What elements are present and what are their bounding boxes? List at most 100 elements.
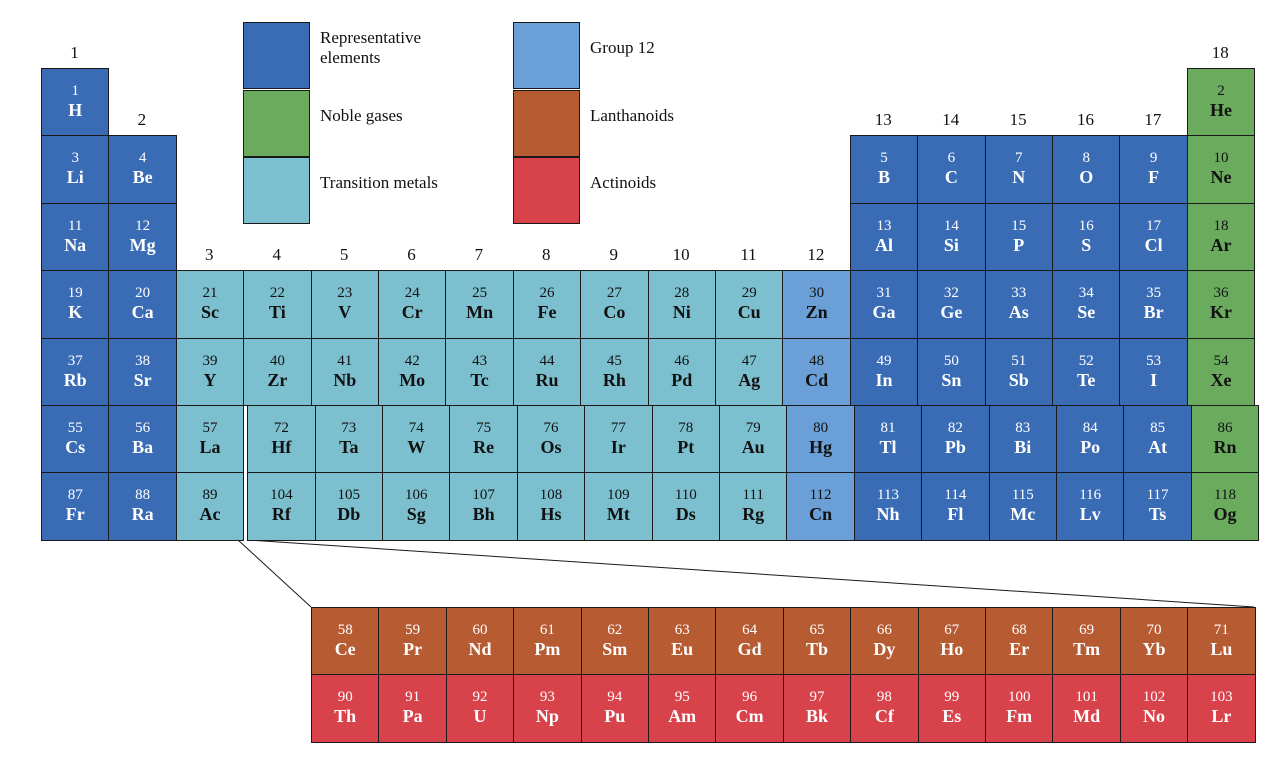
element-cell: 39 Y xyxy=(175,337,245,406)
element-cell: 58 Ce xyxy=(311,607,380,676)
atomic-number: 15 xyxy=(1011,217,1027,234)
atomic-number: 18 xyxy=(1213,217,1229,234)
legend-swatch xyxy=(513,157,580,224)
atomic-number: 57 xyxy=(202,420,218,436)
group-label: 11 xyxy=(740,245,757,265)
element-cell: 34 Se xyxy=(1052,270,1121,339)
element-cell: 117 Ts xyxy=(1123,472,1192,541)
element-cell: 68 Er xyxy=(985,607,1054,676)
atomic-number: 62 xyxy=(607,622,623,638)
atomic-number: 36 xyxy=(1213,285,1229,302)
group-label: 5 xyxy=(339,245,349,265)
element-symbol: Hs xyxy=(540,504,562,525)
element-cell: 111 Rg xyxy=(719,472,788,541)
legend-swatch xyxy=(243,22,310,89)
element-cell: 44 Ru xyxy=(512,337,582,406)
atomic-number: 31 xyxy=(876,285,892,302)
atomic-number: 38 xyxy=(135,352,151,369)
element-symbol: Cs xyxy=(65,437,86,457)
element-cell: 41 Nb xyxy=(310,337,379,406)
element-cell: 4 Be xyxy=(108,135,177,204)
element-symbol: Kr xyxy=(1209,302,1232,323)
element-cell: 98 Cf xyxy=(850,674,919,743)
atomic-number: 47 xyxy=(741,352,757,369)
element-cell: 88 Ra xyxy=(108,472,177,541)
legend-label: Actinoids xyxy=(590,173,657,192)
element-cell: 96 Cm xyxy=(715,674,784,743)
group-label: 16 xyxy=(1077,110,1094,130)
element-cell: 72 Hf xyxy=(247,405,316,474)
element-cell: 3 Li xyxy=(41,135,110,204)
element-symbol: W xyxy=(407,437,426,457)
element-cell: 29 Cu xyxy=(715,270,784,339)
element-cell: 38 Sr xyxy=(108,337,177,406)
element-cell: 92 U xyxy=(445,674,515,743)
atomic-number: 72 xyxy=(273,420,289,436)
element-symbol: Fe xyxy=(537,302,557,323)
element-symbol: U xyxy=(473,706,487,727)
element-cell: 2 He xyxy=(1186,68,1256,137)
atomic-number: 86 xyxy=(1217,420,1233,436)
atomic-number: 91 xyxy=(405,689,421,706)
element-symbol: Np xyxy=(535,706,559,727)
element-cell: 36 Kr xyxy=(1186,270,1256,339)
element-symbol: Eu xyxy=(671,639,694,659)
element-cell: 82 Pb xyxy=(921,405,990,474)
legend-label: Noble gases xyxy=(320,105,403,125)
element-cell: 100 Fm xyxy=(985,674,1054,743)
atomic-number: 16 xyxy=(1078,217,1094,234)
atomic-number: 5 xyxy=(880,150,888,167)
element-cell: 40 Zr xyxy=(243,337,312,406)
atomic-number: 105 xyxy=(337,487,361,504)
atomic-number: 115 xyxy=(1011,487,1034,504)
element-symbol: Es xyxy=(942,706,962,727)
element-symbol: Dy xyxy=(873,639,896,659)
element-symbol: Nh xyxy=(876,504,900,525)
element-cell: 11 Na xyxy=(41,202,110,272)
group-label: 12 xyxy=(807,245,825,265)
legend-swatch xyxy=(513,89,580,157)
atomic-number: 63 xyxy=(674,622,690,638)
element-cell: 78 Pt xyxy=(651,405,720,474)
element-symbol: Ti xyxy=(269,302,286,323)
element-symbol: Fl xyxy=(947,504,964,525)
element-cell: 106 Sg xyxy=(382,472,451,541)
atomic-number: 68 xyxy=(1011,622,1027,638)
atomic-number: 90 xyxy=(337,689,353,706)
atomic-number: 87 xyxy=(67,487,83,504)
atomic-number: 118 xyxy=(1214,487,1236,504)
element-cell: 97 Bk xyxy=(782,674,852,743)
element-symbol: Al xyxy=(874,234,893,255)
element-symbol: Pt xyxy=(677,437,695,457)
atomic-number: 41 xyxy=(337,352,353,369)
element-cell: 90 Th xyxy=(311,674,380,743)
atomic-number: 28 xyxy=(674,285,690,302)
legend-label: Group 12 xyxy=(590,38,655,57)
atomic-number: 49 xyxy=(876,352,892,369)
atomic-number: 108 xyxy=(539,487,563,504)
element-cell: 69 Tm xyxy=(1052,607,1121,676)
element-symbol: Na xyxy=(64,234,87,255)
element-symbol: H xyxy=(68,100,83,120)
atomic-number: 110 xyxy=(674,487,697,504)
atomic-number: 89 xyxy=(202,487,218,504)
element-cell: 110 Ds xyxy=(651,472,720,541)
element-symbol: Cl xyxy=(1144,234,1163,255)
atomic-number: 25 xyxy=(472,285,488,302)
element-symbol: Db xyxy=(337,504,361,525)
atomic-number: 70 xyxy=(1146,622,1162,638)
element-cell: 105 Db xyxy=(314,472,383,541)
element-symbol: Sb xyxy=(1008,369,1029,390)
element-cell: 102 No xyxy=(1119,674,1189,743)
atomic-number: 34 xyxy=(1078,285,1094,302)
element-symbol: Mg xyxy=(129,234,156,255)
element-symbol: Be xyxy=(132,167,153,188)
atomic-number: 19 xyxy=(67,285,83,302)
element-cell: 76 Os xyxy=(516,405,586,474)
element-symbol: Pr xyxy=(403,639,423,659)
atomic-number: 37 xyxy=(67,352,83,369)
element-symbol: No xyxy=(1142,706,1165,727)
atomic-number: 65 xyxy=(809,622,825,638)
